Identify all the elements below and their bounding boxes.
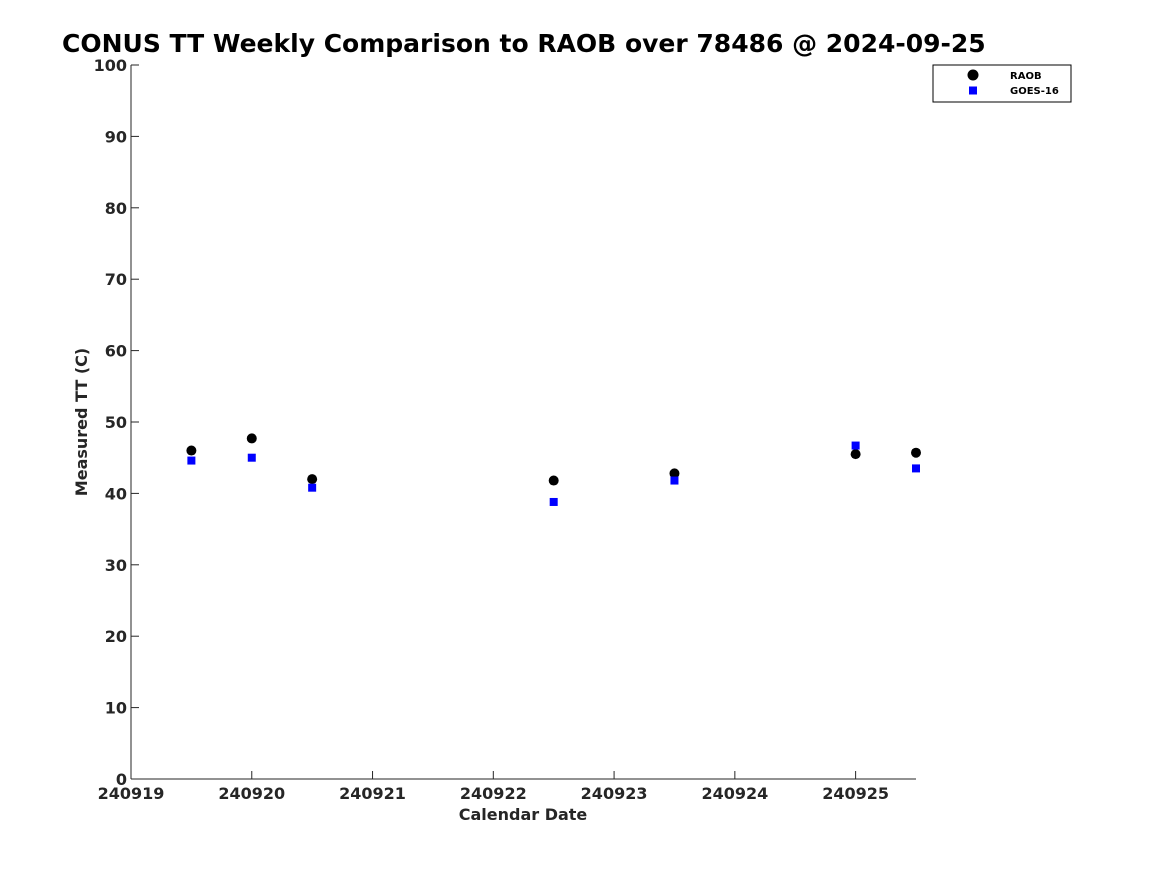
data-point-raob <box>186 445 197 456</box>
data-points <box>186 433 921 506</box>
legend-marker-raob <box>967 69 979 81</box>
x-tick-label: 240925 <box>822 784 889 803</box>
data-point-goes-16 <box>308 483 317 492</box>
x-tick-label: 240924 <box>701 784 768 803</box>
x-axis-label: Calendar Date <box>459 805 588 824</box>
y-tick-label: 80 <box>105 199 127 218</box>
axes <box>130 65 916 780</box>
y-tick-label: 70 <box>105 270 127 289</box>
y-axis-label: Measured TT (C) <box>72 348 91 496</box>
data-point-goes-16 <box>187 456 196 465</box>
y-tick-label: 60 <box>105 342 127 361</box>
x-tick-label: 240922 <box>460 784 527 803</box>
legend-marker-goes <box>969 86 977 95</box>
data-point-raob <box>548 475 559 486</box>
chart-title: CONUS TT Weekly Comparison to RAOB over … <box>62 29 986 58</box>
legend-label-raob: RAOB <box>1010 71 1042 82</box>
legend-box <box>932 64 1072 103</box>
x-tick-label: 240920 <box>218 784 285 803</box>
data-point-raob <box>246 433 257 444</box>
x-tick-label: 240921 <box>339 784 406 803</box>
data-point-goes-16 <box>549 497 558 506</box>
y-ticks: 0 10 20 30 40 50 60 70 80 90 100 <box>94 56 139 789</box>
data-point-goes-16 <box>912 464 920 473</box>
y-tick-label: 10 <box>105 699 127 718</box>
x-tick-label: 240923 <box>581 784 648 803</box>
data-point-goes-16 <box>670 476 679 485</box>
legend: RAOB GOES-16 <box>932 64 1072 103</box>
x-tick-label: 240919 <box>98 784 165 803</box>
y-tick-label: 50 <box>105 413 127 432</box>
y-tick-label: 40 <box>105 484 127 503</box>
data-point-goes-16 <box>851 441 860 450</box>
y-tick-label: 90 <box>105 127 127 146</box>
legend-label-goes: GOES-16 <box>1010 86 1059 97</box>
y-tick-label: 100 <box>94 56 127 75</box>
data-point-goes-16 <box>247 453 256 462</box>
data-point-raob <box>911 447 921 458</box>
data-point-raob <box>850 449 861 460</box>
data-point-raob <box>307 474 318 485</box>
y-tick-label: 20 <box>105 627 127 646</box>
y-tick-label: 30 <box>105 556 127 575</box>
y-tick-label: 0 <box>116 770 127 789</box>
x-ticks: 240919 240920 240921 240922 240923 240924 2409… <box>98 771 889 803</box>
data-point-raob <box>669 468 680 479</box>
